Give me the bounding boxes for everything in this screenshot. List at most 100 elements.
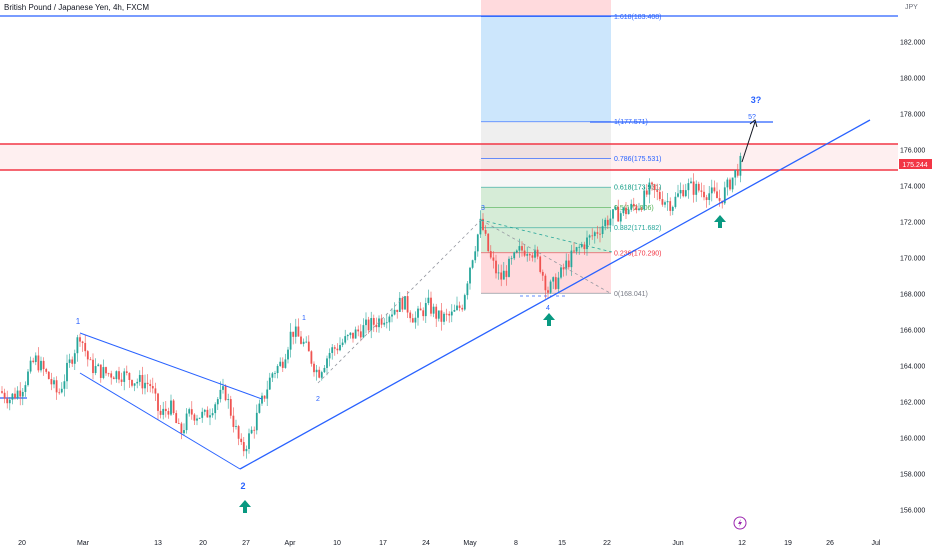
candle-body (214, 404, 217, 414)
candle-body (331, 347, 334, 353)
price-axis[interactable]: 182.000 180.000 178.000 176.000 174.000 172.0… (898, 0, 932, 536)
candle-body (58, 392, 61, 394)
time-tick-label: 24 (422, 540, 430, 547)
candle-body (19, 390, 22, 397)
candle-body (3, 392, 6, 399)
candle-body (307, 341, 310, 352)
price-tick-label: 182.000 (900, 40, 925, 47)
candle-body (560, 267, 562, 278)
candle-body (232, 415, 235, 427)
candle-body (203, 409, 206, 412)
time-tick-label: May (463, 540, 477, 547)
time-tick-label: 22 (603, 540, 611, 547)
candle-body (162, 408, 165, 415)
candle-body (736, 169, 739, 176)
candle-body (21, 391, 24, 397)
up-arrow-icon (239, 500, 251, 513)
candle-body (157, 393, 159, 411)
candle-body (531, 255, 534, 258)
candle-body (245, 448, 248, 452)
candle-body (125, 371, 128, 373)
candle-body (557, 277, 560, 289)
candle-body (534, 249, 536, 258)
candle-body (29, 360, 32, 372)
candle-body (313, 363, 315, 373)
candle-body (224, 386, 227, 401)
projection-arrow-head (749, 119, 758, 128)
candle-body (599, 233, 601, 235)
candle-body (671, 206, 674, 211)
candle-body (687, 183, 690, 191)
candle-body (708, 193, 711, 200)
candle-body (479, 218, 482, 235)
candle-body (606, 219, 609, 226)
candle-body (138, 374, 141, 382)
price-tick-label: 166.000 (900, 328, 925, 335)
candle-body (432, 306, 435, 314)
time-tick-label: Jun (672, 540, 683, 547)
candle-body (489, 251, 492, 258)
candle-body (258, 403, 261, 413)
candle-body (185, 413, 188, 431)
candle-body (458, 305, 461, 308)
candle-body (216, 399, 219, 405)
price-tick-label: 162.000 (900, 400, 925, 407)
candle-body (677, 193, 679, 197)
candle-body (396, 309, 399, 312)
candle-body (630, 203, 633, 210)
candle-body (505, 270, 508, 277)
fib-level-label: 0.618(173.931) (614, 185, 661, 192)
candle-body (97, 364, 100, 367)
candle-body (266, 389, 269, 399)
candle-body (466, 283, 469, 296)
candle-body (567, 260, 570, 268)
candle-body (648, 182, 651, 195)
candle-body (474, 251, 477, 261)
price-tick-label: 158.000 (900, 472, 925, 479)
candle-body (643, 190, 646, 210)
candle-body (469, 267, 471, 284)
candle-body (448, 313, 451, 316)
wedge-lower-line[interactable] (79, 372, 241, 470)
candle-body (526, 254, 529, 256)
fib-level-label: 1.618(183.408) (614, 14, 661, 21)
candle-body (219, 389, 222, 400)
time-axis[interactable]: 20 Mar 13 20 27 Apr 10 17 24 May 8 15 22 Jun 12 19 26 Jul (0, 536, 932, 550)
candle-body (570, 250, 573, 268)
candle-body (229, 399, 232, 416)
candle-body (79, 337, 81, 342)
fib-level-label: 0.236(170.290) (614, 250, 661, 257)
candle-body (237, 426, 240, 439)
fib-level-label: 0(168.041) (614, 291, 648, 298)
lightning-icon[interactable] (733, 516, 747, 530)
candle-body (131, 379, 133, 386)
projection-arrow[interactable] (741, 121, 756, 163)
wedge-upper-line[interactable] (79, 332, 263, 400)
candle-body (120, 379, 123, 382)
candle-body (508, 258, 510, 277)
major-trendline[interactable] (239, 119, 871, 470)
candle-body (640, 208, 643, 210)
candle-body (310, 351, 313, 364)
candle-body (190, 409, 193, 415)
candle-body (14, 393, 16, 399)
candle-body (180, 423, 183, 434)
candle-body (547, 290, 549, 293)
time-tick-label: 20 (18, 540, 26, 547)
candle-body (346, 335, 349, 337)
candle-body (391, 314, 393, 317)
fib-level-label: 0.786(175.531) (614, 156, 661, 163)
candle-body (115, 371, 118, 380)
candle-body (734, 169, 737, 178)
candle-body (177, 423, 180, 424)
fib-level-label: 0.382(171.682) (614, 225, 661, 232)
dashed-projection-3 (480, 219, 613, 253)
candle-body (292, 331, 295, 337)
candle-body (378, 318, 380, 328)
candle-body (105, 367, 107, 374)
candle-body (601, 226, 604, 235)
wave-label-4-minor: 4 (546, 305, 550, 312)
candle-body (47, 371, 50, 380)
